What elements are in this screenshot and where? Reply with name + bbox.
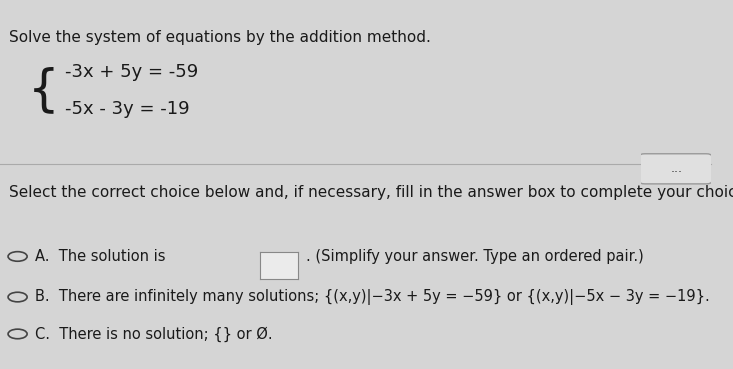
- Text: ...: ...: [670, 162, 682, 175]
- FancyBboxPatch shape: [639, 154, 712, 184]
- Text: . (Simplify your answer. Type an ordered pair.): . (Simplify your answer. Type an ordered…: [306, 249, 644, 264]
- Text: -3x + 5y = -59: -3x + 5y = -59: [65, 63, 198, 81]
- Text: Solve the system of equations by the addition method.: Solve the system of equations by the add…: [9, 30, 431, 45]
- Text: B.  There are infinitely many solutions; {(x,y)|−3x + 5y = −59} or {(x,y)|−5x − : B. There are infinitely many solutions; …: [35, 289, 710, 305]
- Text: C.  There is no solution; {} or Ø.: C. There is no solution; {} or Ø.: [35, 326, 273, 342]
- Text: {: {: [28, 66, 59, 114]
- Text: A.  The solution is: A. The solution is: [35, 249, 166, 264]
- Text: -5x - 3y = -19: -5x - 3y = -19: [65, 100, 189, 118]
- Text: Select the correct choice below and, if necessary, fill in the answer box to com: Select the correct choice below and, if …: [9, 184, 733, 200]
